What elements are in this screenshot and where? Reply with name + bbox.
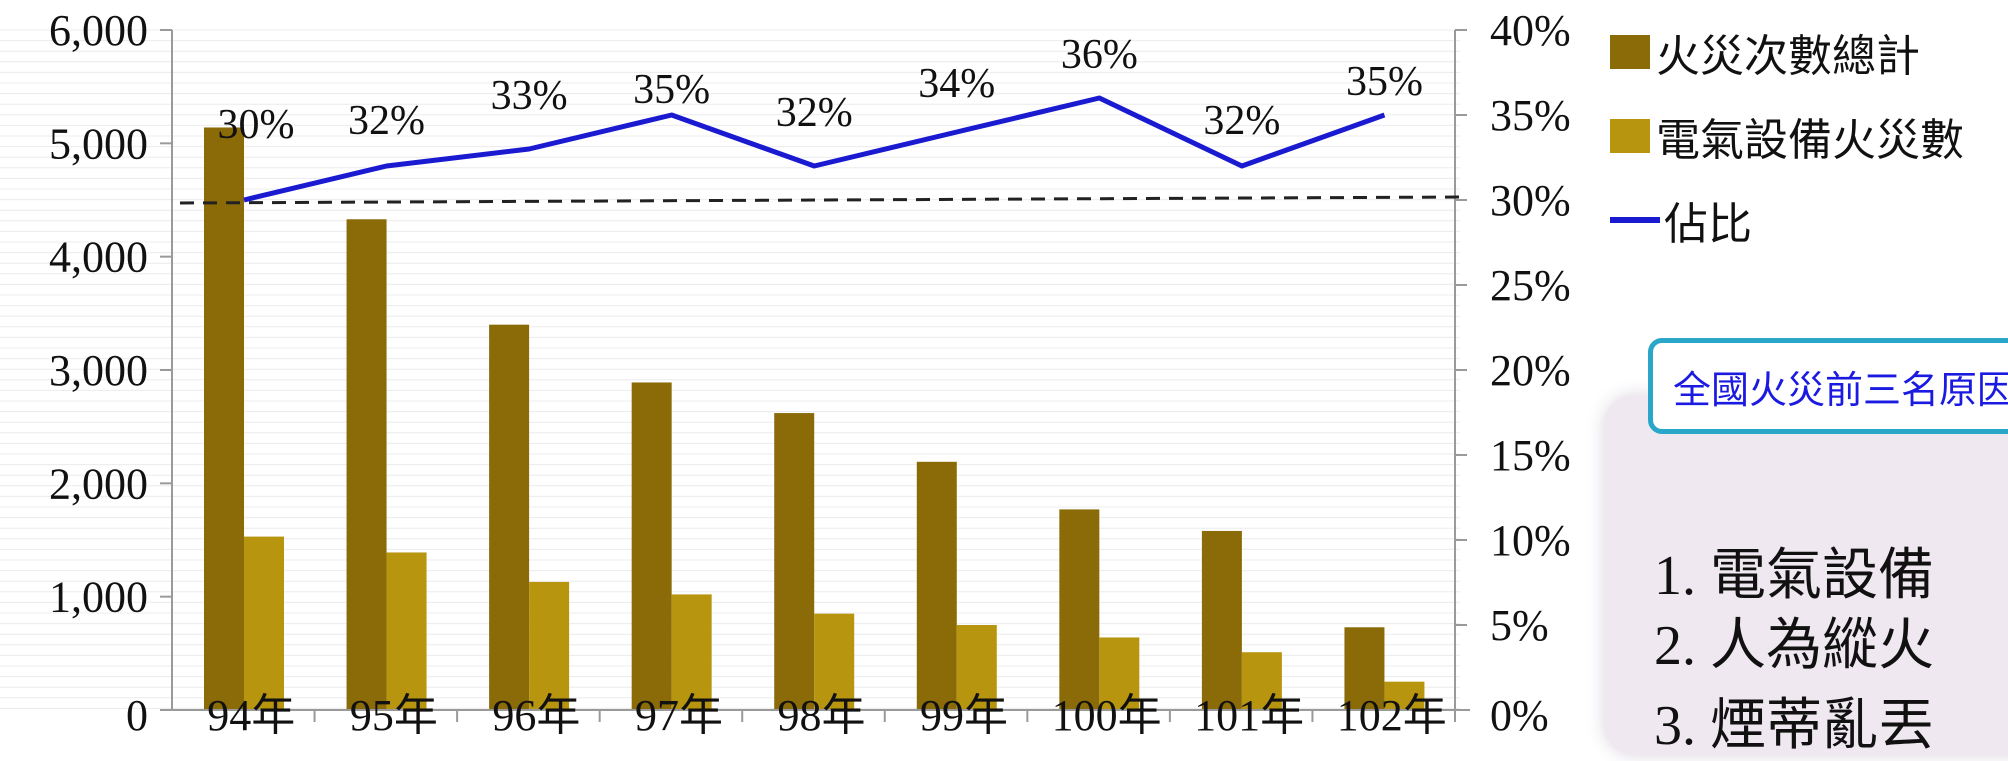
legend-label-electric: 電氣設備火災數 <box>1656 115 1964 166</box>
cause-item-1: 1. 電氣設備 <box>1654 545 1934 607</box>
right-tick-label: 15% <box>1490 431 1571 480</box>
right-tick-label: 40% <box>1490 6 1571 55</box>
legend-item-total: 火災次數總計 <box>1610 10 1964 94</box>
left-axis-ticks: 0 1,000 2,000 3,000 4,000 5,000 6,000 <box>49 6 172 737</box>
bar-electric <box>814 613 855 710</box>
bar-total <box>916 461 957 710</box>
right-tick-label: 0% <box>1490 691 1549 737</box>
bar-electric <box>1241 652 1282 710</box>
legend-label-ratio: 佔比 <box>1664 199 1752 250</box>
bar-electric <box>386 552 427 710</box>
ratio-line <box>243 95 1386 203</box>
chart: 0 1,000 2,000 3,000 4,000 5,000 6,000 0% 5% 10% 1… <box>0 6 1571 737</box>
right-tick-label: 20% <box>1490 346 1571 395</box>
reference-dashed-line <box>179 195 1466 205</box>
ratio-data-label: 32% <box>348 98 425 144</box>
legend-swatch-ratio <box>1610 217 1660 223</box>
bar-electric <box>671 594 712 710</box>
left-tick-label: 6,000 <box>49 6 148 55</box>
right-tick-label: 30% <box>1490 176 1571 225</box>
line-data-labels: 30% 32% 33% 35% 32% 34% 36% 32% 35% <box>218 32 1423 148</box>
bar-total <box>631 382 672 710</box>
x-tick-label: 100年 <box>1052 691 1162 737</box>
ratio-data-label: 32% <box>776 90 853 136</box>
bar-total <box>1201 530 1242 710</box>
causes-panel: 1. 電氣設備 2. 人為縱火 3. 煙蒂亂丟 <box>1604 395 2008 757</box>
bar-electric <box>244 536 284 710</box>
ratio-data-label: 35% <box>633 67 710 113</box>
x-tick-label: 99年 <box>920 691 1008 737</box>
x-tick-label: 94年 <box>207 691 295 737</box>
bar-total <box>489 324 530 710</box>
bars <box>204 127 1425 710</box>
ratio-data-label: 30% <box>218 102 295 148</box>
right-tick-label: 25% <box>1490 261 1571 310</box>
right-tick-label: 10% <box>1490 516 1571 565</box>
right-axis-ticks: 0% 5% 10% 15% 20% 25% 30% 35% 40% <box>1455 6 1571 737</box>
bar-total <box>204 127 244 710</box>
ratio-series-line <box>243 95 1386 203</box>
ratio-data-label: 32% <box>1203 98 1280 144</box>
x-tick-label: 102年 <box>1337 691 1447 737</box>
left-tick-label: 1,000 <box>49 573 148 622</box>
x-tick-label: 96年 <box>492 691 580 737</box>
left-tick-label: 4,000 <box>49 233 148 282</box>
x-axis-ticks: 94年 95年 96年 97年 98年 99年 100年 101年 102年 <box>207 691 1456 737</box>
left-tick-label: 5,000 <box>49 119 148 168</box>
cause-item-3: 3. 煙蒂亂丟 <box>1654 695 1934 757</box>
x-tick-label: 98年 <box>778 691 866 737</box>
legend-label-total: 火災次數總計 <box>1656 31 1920 82</box>
right-tick-label: 5% <box>1490 601 1549 650</box>
ratio-data-label: 36% <box>1061 32 1138 78</box>
bar-total <box>1344 627 1385 710</box>
left-tick-label: 2,000 <box>49 459 148 508</box>
bar-electric <box>1099 637 1140 710</box>
right-tick-label: 35% <box>1490 91 1571 140</box>
bar-electric <box>1384 681 1425 710</box>
x-tick-label: 95年 <box>350 691 438 737</box>
ratio-data-label: 35% <box>1346 59 1423 105</box>
left-tick-label: 3,000 <box>49 346 148 395</box>
legend-swatch-electric <box>1610 119 1650 153</box>
bar-total <box>346 219 387 710</box>
x-tick-label: 97年 <box>635 691 723 737</box>
bar-total <box>1059 509 1100 710</box>
legend: 火災次數總計 電氣設備火災數 佔比 <box>1610 10 1964 262</box>
bar-total <box>774 413 815 710</box>
reference-line <box>179 195 1466 205</box>
legend-item-electric: 電氣設備火災數 <box>1610 94 1964 178</box>
bar-electric <box>956 625 997 710</box>
legend-item-ratio: 佔比 <box>1610 178 1964 262</box>
legend-swatch-total <box>1610 35 1650 69</box>
ratio-data-label: 33% <box>491 73 568 119</box>
ratio-data-label: 34% <box>918 61 995 107</box>
bar-electric <box>529 581 570 710</box>
callout-box: 全國火災前三名原因 <box>1648 338 2008 434</box>
left-tick-label: 0 <box>126 691 148 737</box>
cause-item-2: 2. 人為縱火 <box>1654 615 1934 677</box>
x-tick-label: 101年 <box>1194 691 1304 737</box>
callout-text: 全國火災前三名原因 <box>1673 367 2008 412</box>
